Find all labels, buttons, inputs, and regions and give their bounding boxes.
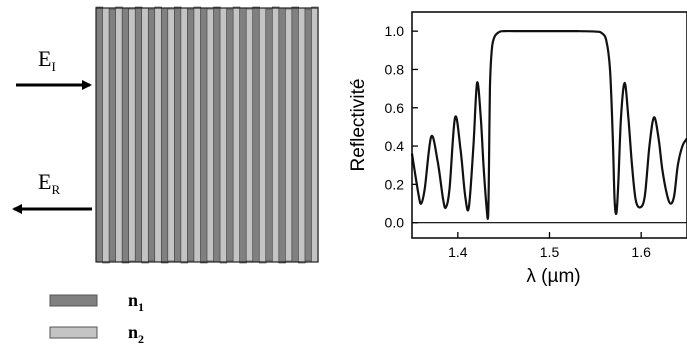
layer-n2 <box>141 7 149 264</box>
multilayer-stack <box>95 6 319 264</box>
layer-n1 <box>134 6 143 263</box>
layer-n2 <box>245 8 254 262</box>
y-tick-label: 0.6 <box>385 100 405 116</box>
layer-n1 <box>160 7 169 264</box>
layer-n2 <box>128 8 136 262</box>
layer-n2 <box>115 6 123 263</box>
layer-n2 <box>154 6 162 263</box>
layer-n2 <box>298 7 306 264</box>
reflectivity-chart: 0.0 0.2 0.4 0.6 0.8 1.0 1.4 1.5 1.6 Reflectivit… <box>348 11 687 287</box>
layer-n2 <box>258 7 267 264</box>
layer-legend: n1 n2 <box>49 290 144 346</box>
layer-n2 <box>167 8 175 262</box>
x-tick-label: 1.4 <box>448 244 468 260</box>
reflectivity-curve <box>410 29 687 220</box>
layer-n1 <box>265 8 273 262</box>
layer-n2 <box>180 7 189 264</box>
layer-n1 <box>95 6 104 263</box>
layer-n1 <box>200 7 208 264</box>
layer-n1 <box>239 7 247 264</box>
layer-n1 <box>278 7 286 264</box>
y-axis-ticks: 0.0 0.2 0.4 0.6 0.8 1.0 <box>385 23 418 231</box>
legend-swatch-n2 <box>49 326 98 339</box>
layer-n2 <box>271 6 280 263</box>
layer-n2 <box>285 8 293 262</box>
layer-n1 <box>304 8 313 262</box>
y-tick-label: 1.0 <box>385 23 405 39</box>
legend-swatch-n1 <box>49 294 98 307</box>
reflected-wave: ER <box>12 169 92 214</box>
layer-n2 <box>193 6 202 263</box>
layer-n1 <box>252 6 260 263</box>
x-tick-label: 1.5 <box>540 244 560 260</box>
y-tick-label: 0.2 <box>385 176 405 192</box>
layer-n2 <box>102 7 110 264</box>
layer-n2 <box>219 7 228 264</box>
legend-label-n1: n1 <box>128 290 144 314</box>
layer-n1 <box>226 8 234 262</box>
layer-n2 <box>311 6 319 263</box>
legend-label-n2: n2 <box>128 322 144 346</box>
incident-label: EI <box>38 46 56 74</box>
x-axis-ticks: 1.4 1.5 1.6 <box>448 232 651 260</box>
layer-n1 <box>213 6 221 263</box>
layer-n2 <box>232 6 241 263</box>
y-axis-label: Reflectivité <box>348 79 369 172</box>
layer-n1 <box>108 8 117 262</box>
layer-n1 <box>187 8 195 262</box>
plot-frame <box>411 11 687 239</box>
layer-n2 <box>206 8 215 262</box>
layer-n1 <box>174 6 182 263</box>
layer-n1 <box>291 6 300 263</box>
y-tick-label: 0.8 <box>385 61 405 77</box>
y-tick-label: 0.0 <box>385 215 405 231</box>
reflected-label: ER <box>38 169 60 197</box>
y-tick-label: 0.4 <box>385 138 405 154</box>
x-tick-label: 1.6 <box>631 244 651 260</box>
layer-n1 <box>121 7 130 264</box>
x-axis-label: λ (µm) <box>526 266 580 287</box>
incident-wave: EI <box>16 46 92 90</box>
stack-outline <box>95 7 319 263</box>
layer-n1 <box>147 8 156 262</box>
